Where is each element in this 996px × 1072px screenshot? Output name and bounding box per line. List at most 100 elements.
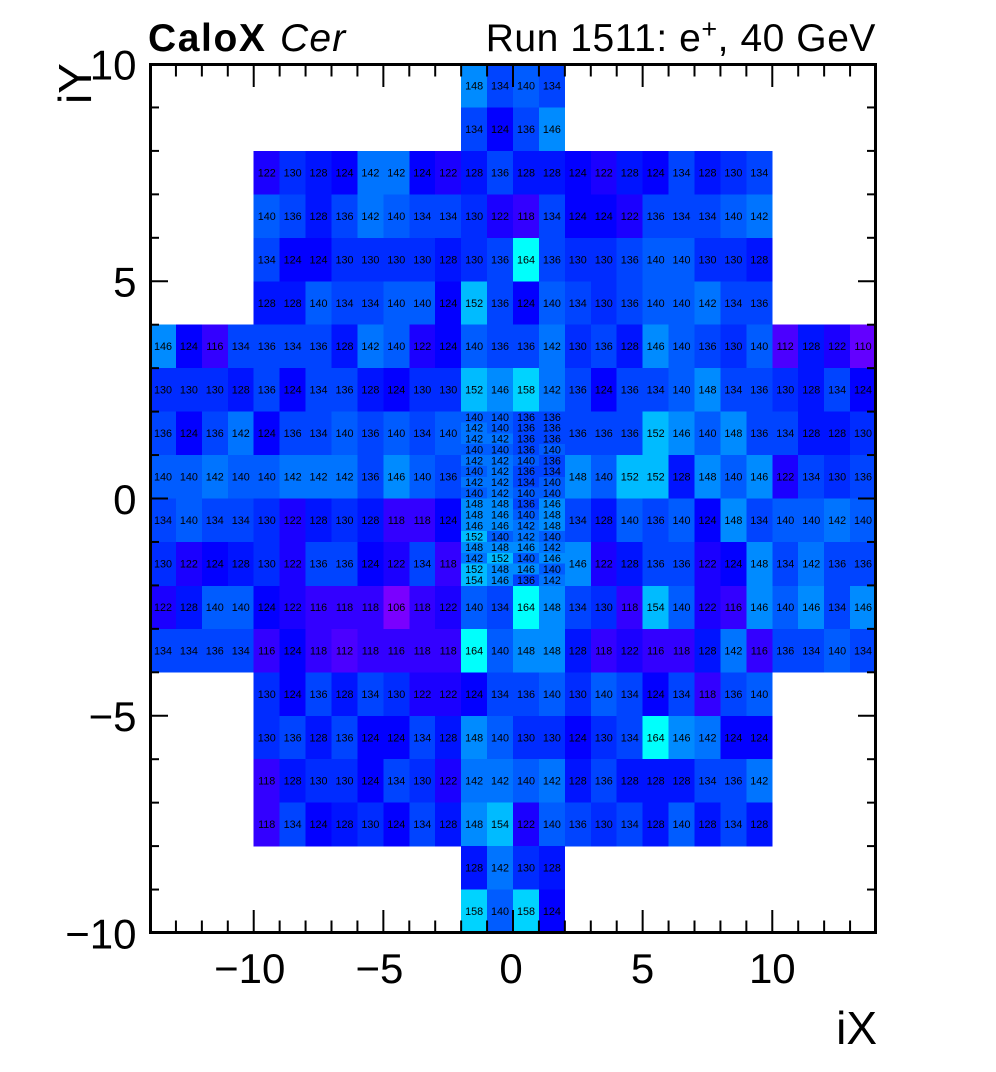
svg-text:146: 146: [517, 564, 535, 576]
svg-text:118: 118: [621, 602, 638, 614]
svg-text:140: 140: [491, 906, 509, 918]
svg-text:136: 136: [491, 254, 509, 266]
svg-text:130: 130: [180, 385, 198, 397]
svg-text:130: 130: [465, 254, 483, 266]
svg-text:124: 124: [439, 341, 457, 353]
svg-text:134: 134: [491, 81, 509, 93]
svg-text:140: 140: [465, 488, 483, 500]
svg-text:148: 148: [543, 521, 561, 533]
svg-text:140: 140: [309, 298, 327, 310]
svg-text:140: 140: [517, 81, 535, 93]
svg-text:130: 130: [828, 472, 846, 484]
svg-text:130: 130: [387, 689, 405, 701]
svg-text:122: 122: [413, 689, 431, 701]
svg-text:130: 130: [387, 254, 405, 266]
svg-text:130: 130: [284, 167, 302, 179]
svg-text:Run 1511: e+, 40 GeV: Run 1511: e+, 40 GeV: [486, 14, 876, 60]
svg-text:136: 136: [672, 559, 690, 571]
svg-text:146: 146: [750, 602, 768, 614]
svg-text:142: 142: [517, 521, 535, 533]
svg-text:118: 118: [414, 515, 431, 527]
svg-text:146: 146: [672, 428, 690, 440]
svg-text:122: 122: [284, 602, 302, 614]
svg-text:124: 124: [361, 776, 379, 788]
svg-text:128: 128: [180, 602, 198, 614]
svg-text:154: 154: [647, 602, 665, 614]
svg-text:148: 148: [465, 732, 483, 744]
svg-text:124: 124: [595, 211, 613, 223]
svg-text:152: 152: [647, 428, 665, 440]
svg-text:136: 136: [647, 211, 665, 223]
svg-text:148: 148: [517, 645, 535, 657]
svg-text:124: 124: [284, 385, 302, 397]
svg-text:118: 118: [517, 211, 534, 223]
svg-text:158: 158: [517, 906, 535, 918]
svg-text:142: 142: [361, 341, 379, 353]
svg-text:122: 122: [439, 689, 457, 701]
svg-text:148: 148: [465, 542, 483, 554]
svg-text:134: 134: [776, 559, 794, 571]
svg-text:134: 134: [828, 385, 846, 397]
svg-text:130: 130: [413, 254, 431, 266]
svg-text:122: 122: [439, 776, 457, 788]
svg-text:140: 140: [672, 385, 690, 397]
svg-text:136: 136: [284, 732, 302, 744]
svg-text:140: 140: [517, 488, 535, 500]
svg-text:134: 134: [543, 81, 561, 93]
svg-text:0: 0: [499, 945, 522, 992]
svg-text:140: 140: [672, 515, 690, 527]
svg-text:130: 130: [569, 341, 587, 353]
svg-text:130: 130: [465, 211, 483, 223]
svg-text:10: 10: [90, 41, 137, 88]
svg-text:iY: iY: [49, 63, 101, 104]
svg-text:122: 122: [621, 645, 639, 657]
svg-text:148: 148: [698, 472, 716, 484]
svg-text:136: 136: [517, 423, 535, 435]
svg-text:134: 134: [724, 385, 742, 397]
svg-text:124: 124: [698, 515, 716, 527]
svg-text:122: 122: [413, 341, 431, 353]
svg-text:148: 148: [465, 510, 483, 522]
svg-text:136: 136: [647, 515, 665, 527]
svg-text:142: 142: [828, 515, 846, 527]
svg-text:140: 140: [232, 472, 250, 484]
svg-text:134: 134: [413, 211, 431, 223]
svg-text:140: 140: [517, 776, 535, 788]
svg-text:124: 124: [569, 732, 587, 744]
svg-text:124: 124: [647, 689, 665, 701]
svg-text:122: 122: [776, 472, 794, 484]
svg-text:128: 128: [595, 515, 613, 527]
svg-text:116: 116: [258, 645, 275, 657]
svg-text:142: 142: [543, 385, 561, 397]
svg-text:116: 116: [725, 602, 742, 614]
svg-text:124: 124: [361, 732, 379, 744]
svg-text:134: 134: [413, 819, 431, 831]
svg-text:128: 128: [750, 819, 768, 831]
svg-text:130: 130: [543, 732, 561, 744]
svg-text:148: 148: [750, 559, 768, 571]
svg-text:136: 136: [724, 776, 742, 788]
svg-text:146: 146: [569, 559, 587, 571]
svg-text:136: 136: [569, 428, 587, 440]
svg-text:124: 124: [284, 254, 302, 266]
svg-text:122: 122: [491, 211, 509, 223]
svg-text:136: 136: [595, 341, 613, 353]
svg-text:130: 130: [776, 385, 794, 397]
svg-text:130: 130: [724, 254, 742, 266]
svg-text:124: 124: [309, 254, 327, 266]
svg-text:152: 152: [465, 298, 483, 310]
svg-text:140: 140: [776, 602, 794, 614]
svg-text:136: 136: [595, 428, 613, 440]
svg-text:116: 116: [647, 645, 664, 657]
svg-text:136: 136: [595, 776, 613, 788]
svg-text:128: 128: [828, 428, 846, 440]
svg-text:140: 140: [465, 412, 483, 424]
svg-text:134: 134: [647, 385, 665, 397]
svg-text:130: 130: [361, 254, 379, 266]
svg-text:130: 130: [361, 819, 379, 831]
svg-text:124: 124: [854, 385, 872, 397]
svg-text:142: 142: [491, 477, 509, 489]
svg-text:134: 134: [672, 689, 690, 701]
svg-text:124: 124: [206, 559, 224, 571]
svg-text:128: 128: [517, 167, 535, 179]
